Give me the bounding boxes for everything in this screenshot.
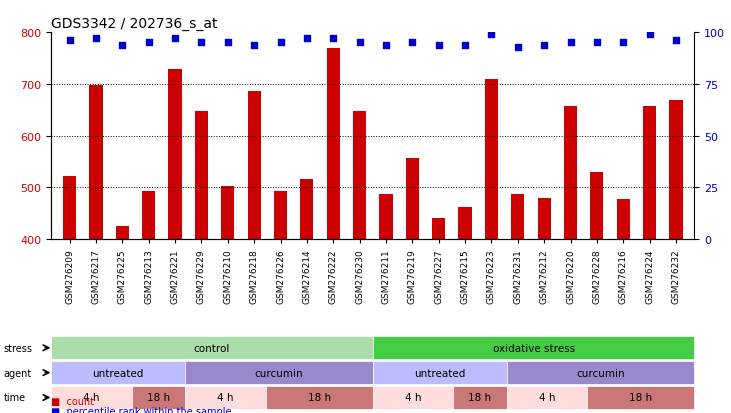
Point <box>485 32 497 38</box>
Point <box>249 42 260 49</box>
Bar <box>591 173 604 240</box>
Bar <box>379 195 393 240</box>
Bar <box>327 48 340 240</box>
Point <box>459 42 471 49</box>
Text: 4 h: 4 h <box>217 392 234 403</box>
Text: ■  count: ■ count <box>51 396 94 406</box>
Point <box>327 36 339 43</box>
Bar <box>406 159 419 240</box>
Bar <box>537 198 550 240</box>
Text: 4 h: 4 h <box>539 392 556 403</box>
Bar <box>248 92 261 240</box>
Point <box>564 40 576 47</box>
Bar <box>353 112 366 240</box>
Text: 18 h: 18 h <box>469 392 491 403</box>
Bar <box>115 227 129 240</box>
Text: time: time <box>4 392 26 403</box>
Point <box>90 36 102 43</box>
Point <box>433 42 444 49</box>
Text: curcumin: curcumin <box>576 368 625 378</box>
Text: oxidative stress: oxidative stress <box>493 343 575 353</box>
Bar <box>564 107 577 240</box>
Text: untreated: untreated <box>93 368 144 378</box>
Point <box>222 40 234 47</box>
Point <box>406 40 418 47</box>
Point <box>538 42 550 49</box>
Bar <box>300 179 314 240</box>
Point <box>170 36 181 43</box>
Bar <box>617 199 630 240</box>
Point <box>591 40 603 47</box>
Text: control: control <box>194 343 230 353</box>
Bar <box>643 107 656 240</box>
Text: 18 h: 18 h <box>308 392 330 403</box>
Point <box>301 36 313 43</box>
Bar <box>89 86 102 240</box>
Point <box>116 42 128 49</box>
Bar <box>63 177 76 240</box>
Bar <box>458 207 471 240</box>
Bar <box>168 70 182 240</box>
Bar <box>670 101 683 240</box>
Point <box>512 44 523 51</box>
Bar <box>274 192 287 240</box>
Point <box>644 32 656 38</box>
Point <box>64 38 75 45</box>
Point <box>670 38 682 45</box>
Text: 18 h: 18 h <box>147 392 170 403</box>
Point <box>196 40 208 47</box>
Point <box>618 40 629 47</box>
Bar <box>142 192 155 240</box>
Text: untreated: untreated <box>414 368 466 378</box>
Text: stress: stress <box>4 343 33 353</box>
Text: curcumin: curcumin <box>254 368 303 378</box>
Text: 4 h: 4 h <box>405 392 421 403</box>
Bar <box>195 112 208 240</box>
Bar <box>432 219 445 240</box>
Point <box>143 40 154 47</box>
Text: 18 h: 18 h <box>629 392 652 403</box>
Text: agent: agent <box>4 368 32 378</box>
Text: ■  percentile rank within the sample: ■ percentile rank within the sample <box>51 406 232 413</box>
Text: GDS3342 / 202736_s_at: GDS3342 / 202736_s_at <box>51 17 218 31</box>
Text: 4 h: 4 h <box>83 392 99 403</box>
Point <box>380 42 392 49</box>
Point <box>354 40 366 47</box>
Point <box>275 40 287 47</box>
Bar <box>485 79 498 240</box>
Bar <box>511 195 524 240</box>
Bar <box>221 186 235 240</box>
